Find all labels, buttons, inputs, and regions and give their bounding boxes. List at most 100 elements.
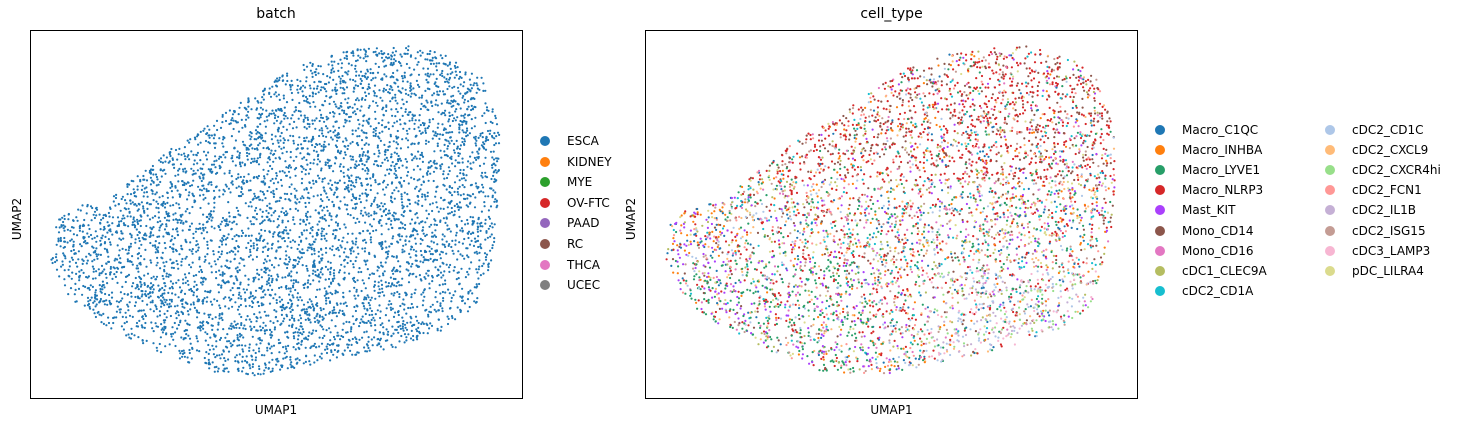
- scatter-point: [263, 238, 266, 241]
- scatter-point: [254, 351, 257, 355]
- scatter-point: [378, 295, 381, 298]
- scatter-point: [271, 288, 274, 291]
- scatter-point: [474, 142, 477, 145]
- scatter-point: [469, 232, 473, 235]
- scatter-point: [354, 297, 357, 300]
- scatter-point: [89, 299, 92, 302]
- scatter-point: [289, 290, 292, 293]
- scatter-point: [125, 316, 128, 319]
- scatter-point: [180, 244, 183, 247]
- scatter-point: [103, 247, 106, 250]
- scatter-point: [341, 309, 344, 313]
- scatter-point: [351, 181, 354, 184]
- scatter-point: [458, 123, 461, 126]
- scatter-point: [343, 265, 346, 268]
- scatter-point: [290, 305, 293, 308]
- scatter-point: [472, 84, 475, 87]
- scatter-point: [440, 156, 443, 159]
- scatter-point: [328, 166, 331, 170]
- scatter-point: [411, 306, 415, 309]
- scatter-point: [340, 334, 343, 338]
- scatter-point: [489, 225, 492, 228]
- scatter-point: [385, 109, 388, 112]
- scatter-point: [297, 243, 300, 246]
- scatter-point: [456, 187, 460, 190]
- scatter-point: [241, 180, 244, 183]
- scatter-point: [407, 45, 410, 48]
- scatter-point: [231, 343, 234, 347]
- scatter-point: [479, 225, 482, 228]
- scatter-point: [231, 117, 234, 120]
- scatter-point: [466, 134, 469, 137]
- scatter-point: [214, 186, 218, 189]
- scatter-point: [277, 93, 280, 96]
- scatter-point: [319, 324, 322, 327]
- scatter-point: [238, 262, 241, 265]
- scatter-point: [459, 253, 462, 256]
- scatter-point: [379, 96, 382, 99]
- scatter-point: [475, 268, 478, 271]
- scatter-point: [141, 315, 144, 319]
- scatter-point: [406, 174, 409, 177]
- scatter-point: [133, 304, 137, 307]
- scatter-point: [377, 285, 380, 288]
- scatter-point: [237, 250, 240, 253]
- scatter-point: [456, 102, 459, 105]
- scatter-point: [129, 199, 132, 202]
- scatter-point: [165, 299, 168, 302]
- scatter-point: [253, 195, 257, 198]
- scatter-point: [249, 248, 252, 251]
- scatter-point: [329, 179, 332, 182]
- scatter-point: [231, 221, 234, 224]
- scatter-point: [441, 307, 444, 310]
- scatter-point: [142, 342, 145, 345]
- scatter-point: [389, 135, 392, 138]
- scatter-point: [446, 80, 449, 83]
- scatter-point: [187, 313, 190, 316]
- scatter-point: [236, 308, 240, 311]
- scatter-point: [368, 349, 371, 352]
- scatter-point: [168, 215, 171, 218]
- scatter-point: [202, 193, 205, 196]
- scatter-point: [460, 114, 463, 117]
- scatter-point: [61, 263, 64, 266]
- scatter-point: [290, 361, 293, 364]
- scatter-point: [175, 202, 178, 205]
- scatter-point: [425, 250, 428, 253]
- scatter-point: [164, 160, 167, 163]
- scatter-point: [158, 242, 161, 245]
- scatter-point: [167, 306, 171, 309]
- scatter-point: [314, 320, 317, 323]
- scatter-point: [439, 292, 442, 295]
- scatter-point: [437, 273, 440, 277]
- scatter-point: [315, 150, 318, 153]
- scatter-point: [207, 358, 210, 361]
- scatter-point: [467, 236, 470, 240]
- scatter-point: [206, 247, 209, 250]
- scatter-point: [413, 142, 416, 145]
- scatter-point: [322, 206, 326, 209]
- scatter-point: [406, 321, 409, 324]
- scatter-point: [144, 169, 147, 172]
- scatter-point: [262, 262, 265, 265]
- scatter-point: [123, 223, 126, 227]
- scatter-point: [421, 229, 424, 232]
- scatter-point: [50, 258, 53, 261]
- scatter-point: [353, 110, 356, 113]
- scatter-point: [305, 65, 309, 68]
- scatter-point: [257, 304, 260, 308]
- scatter-point: [393, 58, 396, 61]
- scatter-point: [331, 277, 334, 281]
- scatter-point: [477, 268, 480, 271]
- scatter-point: [373, 94, 376, 97]
- scatter-point: [439, 207, 442, 210]
- scatter-point: [247, 255, 251, 258]
- scatter-point: [330, 60, 333, 63]
- scatter-point: [91, 260, 94, 263]
- scatter-point: [439, 265, 442, 268]
- scatter-point: [318, 119, 321, 123]
- scatter-point: [264, 245, 267, 248]
- scatter-point: [303, 337, 306, 340]
- scatter-point: [207, 322, 210, 325]
- scatter-point: [393, 54, 396, 57]
